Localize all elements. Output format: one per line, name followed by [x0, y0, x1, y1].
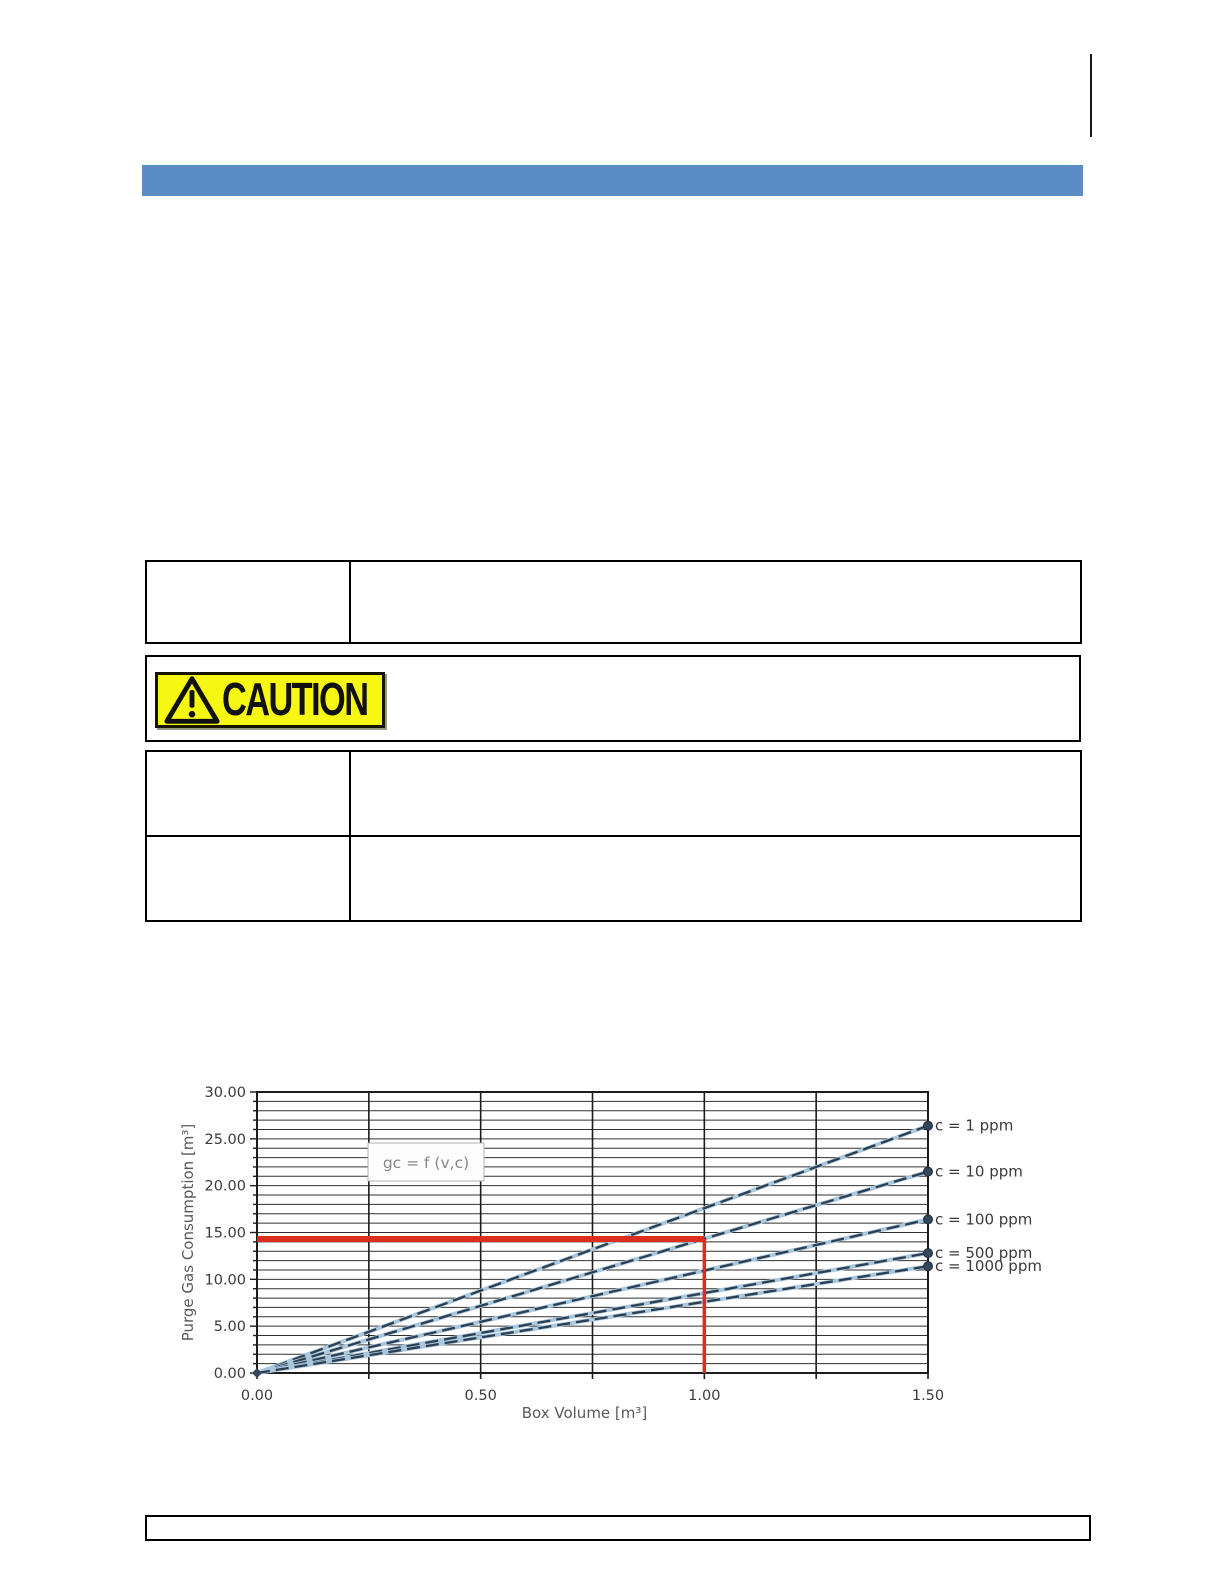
section-header-bar: [142, 165, 1083, 196]
y-axis-title: Purge Gas Consumption [m³]: [179, 1124, 197, 1342]
series-halo-c-500-ppm: [255, 1251, 930, 1375]
legend-label-c-1000-ppm: c = 1000 ppm: [935, 1257, 1042, 1275]
chart-canvas: 0.00 5.00 10.00 15.00 20.00 25.00 30.00 0.00 0.5…: [179, 1085, 1042, 1422]
table-row: [147, 562, 1080, 642]
table-row: [147, 752, 1080, 835]
purge-gas-chart: 0.00 5.00 10.00 15.00 20.00 25.00 30.00 0.00 0.5…: [170, 1080, 1070, 1425]
caution-label: CAUTION: [222, 673, 369, 726]
x-axis-title: Box Volume [m³]: [522, 1404, 648, 1422]
y-tick-label: 5.00: [214, 1319, 246, 1335]
plot-border: [256, 1091, 929, 1374]
y-tick-label: 30.00: [204, 1085, 246, 1101]
legend-label-c-10-ppm: c = 10 ppm: [935, 1163, 1023, 1181]
series-line-c-10-ppm: [256, 1170, 929, 1375]
y-tick-label: 25.00: [204, 1132, 246, 1148]
series-halo-c-1000-ppm: [255, 1264, 930, 1375]
series-end-marker-c-500-ppm: [923, 1248, 933, 1259]
caution-table-row: CAUTION: [145, 655, 1081, 742]
table-cell-label: [147, 752, 351, 835]
spec-table-bottom: [145, 750, 1082, 922]
page-footer-box: [145, 1515, 1091, 1541]
y-tick-label: 0.00: [214, 1366, 246, 1382]
x-tick-label: 0.00: [241, 1388, 273, 1404]
series-line-c-1-ppm: [256, 1124, 929, 1375]
x-tick-label: 0.50: [465, 1388, 497, 1404]
legend-label-c-500-ppm: c = 500 ppm: [935, 1244, 1032, 1262]
spec-table-top: [145, 560, 1082, 644]
annotation-label: gc = f (v,c): [383, 1154, 469, 1172]
annotation-box: [367, 1142, 485, 1182]
y-tick-label: 10.00: [204, 1272, 246, 1288]
legend-label-c-1-ppm: c = 1 ppm: [935, 1117, 1013, 1135]
y-tick-label: 20.00: [204, 1179, 246, 1195]
series-end-marker-c-100-ppm: [923, 1214, 933, 1225]
caution-sign: CAUTION: [155, 672, 385, 728]
series-end-marker-c-1000-ppm: [923, 1261, 933, 1272]
y-tick-label: 15.00: [204, 1226, 246, 1242]
series-end-marker-c-1-ppm: [923, 1120, 933, 1131]
table-cell-value: [351, 562, 1080, 642]
origin-marker: [252, 1368, 262, 1378]
table-cell-label: [147, 562, 351, 642]
legend-label-c-100-ppm: c = 100 ppm: [935, 1210, 1032, 1228]
table-cell-value: [351, 837, 1080, 920]
series-line-c-100-ppm: [256, 1218, 929, 1375]
table-cell-value: [351, 752, 1080, 835]
table-cell-label: [147, 837, 351, 920]
series-end-marker-c-10-ppm: [923, 1166, 933, 1177]
warning-triangle-icon: [164, 676, 220, 724]
x-tick-label: 1.50: [912, 1388, 944, 1404]
x-tick-label: 1.00: [688, 1388, 720, 1404]
table-row: [147, 835, 1080, 920]
page-edge-mark: [1090, 54, 1092, 137]
